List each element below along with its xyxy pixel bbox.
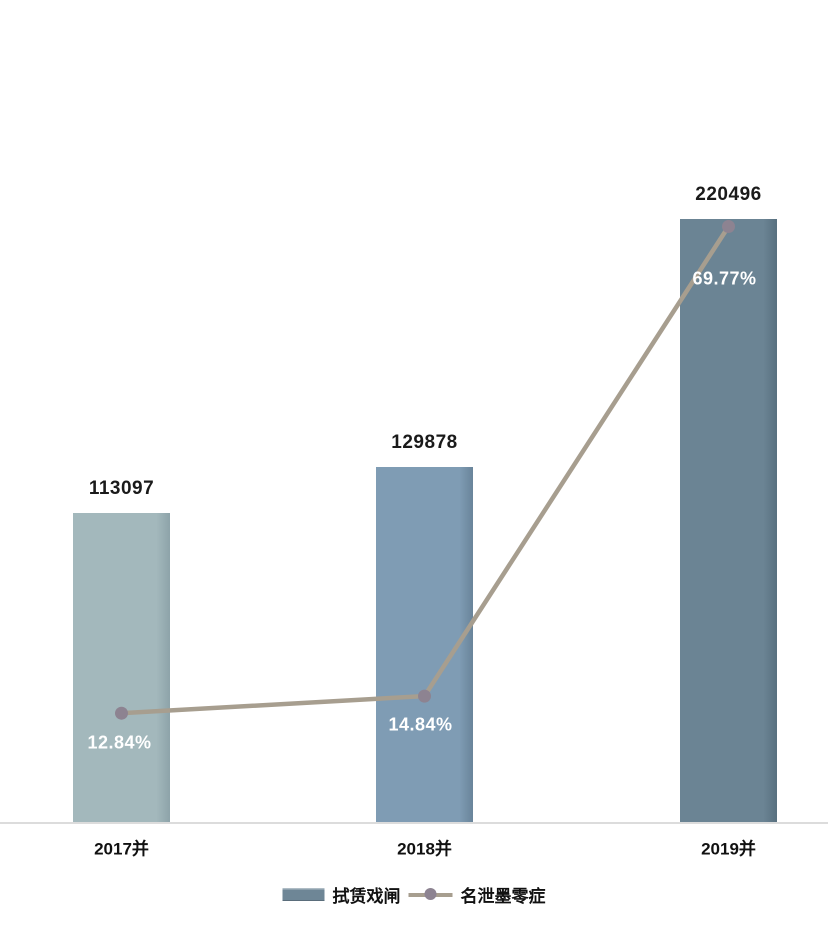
legend-line-swatch-icon [408,888,453,901]
legend-line-marker [424,888,437,900]
legend-item-bar-series: 拭赁戏闸 [282,882,401,907]
bar-2017并 [73,513,170,823]
legend-label: 名泄墨零症 [460,886,546,906]
legend-label: 拭赁戏闸 [332,886,401,906]
bar-2019并 [680,219,777,823]
legend-bar-swatch-icon [282,887,325,901]
line-marker-2019并 [722,220,735,233]
line-value-label: 14.84% [388,714,453,735]
legend-item-line-series: 名泄墨零症 [408,882,546,907]
bar-value-label: 113097 [88,478,155,500]
x-axis-line [0,822,828,824]
bar-value-label: 220496 [695,184,762,205]
bar-value-label: 129878 [391,432,458,454]
x-axis-label-2018并: 2018并 [397,839,452,859]
line-value-label: 69.77% [692,268,757,288]
x-axis-label-2017并: 2017并 [94,839,149,859]
line-marker-2017并 [115,706,128,720]
x-axis-label-2019并: 2019并 [701,839,756,859]
line-value-label: 12.84% [87,732,152,753]
legend: 拭赁戏闸 名泄墨零症 [282,882,546,907]
line-marker-2018并 [418,689,431,703]
